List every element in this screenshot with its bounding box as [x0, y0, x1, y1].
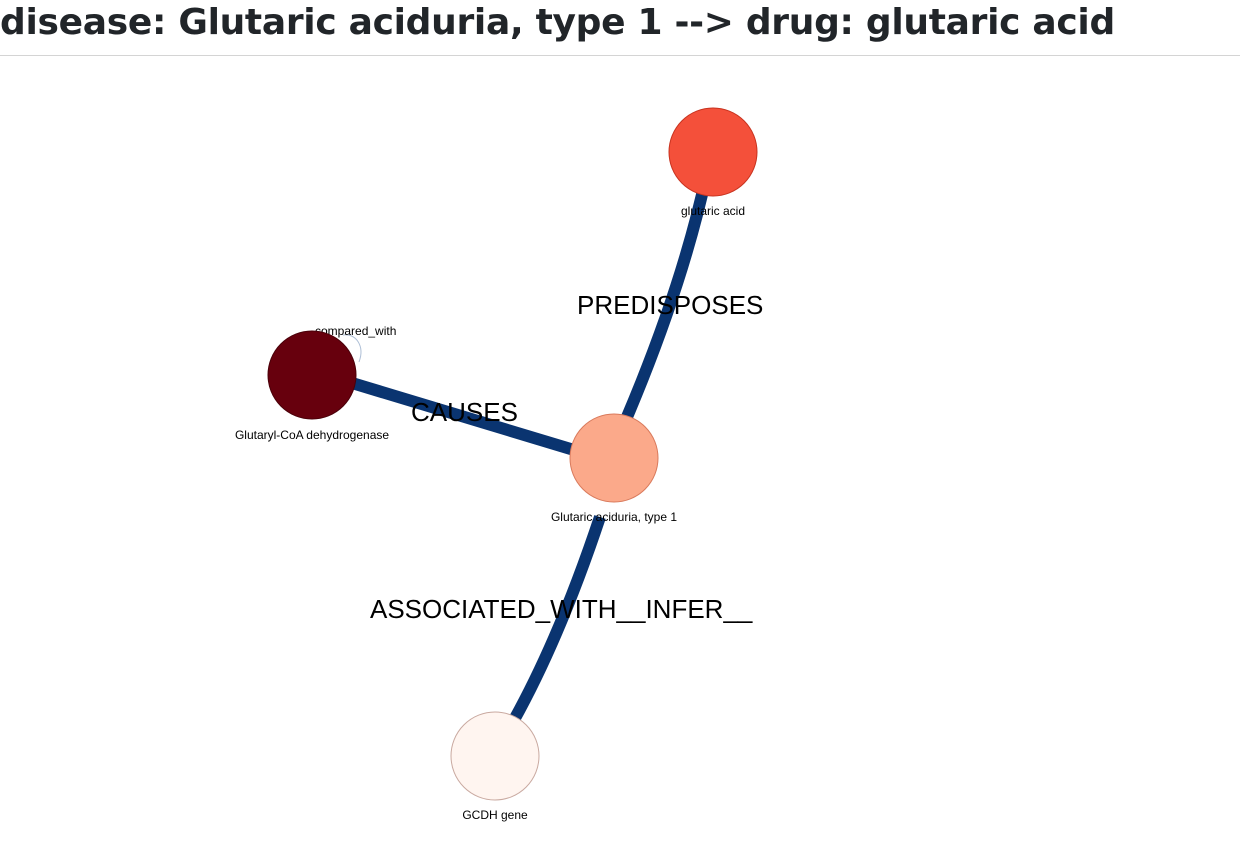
- edge-labels: PREDISPOSES CAUSES ASSOCIATED_WITH__INFE…: [315, 290, 763, 624]
- node-glutaryl-coa-dehydrogenase-circle[interactable]: [267, 330, 357, 420]
- node-glutaric-acid-circle[interactable]: [668, 107, 758, 197]
- edge-predisposes[interactable]: [621, 175, 712, 420]
- node-gcdh-gene-circle[interactable]: [450, 711, 540, 801]
- node-glutaryl-coa-dehydrogenase-label: Glutaryl-CoA dehydrogenase: [235, 428, 389, 442]
- edge-label-associated-with-infer: ASSOCIATED_WITH__INFER__: [370, 594, 753, 624]
- edge-associated-with-infer[interactable]: [508, 515, 606, 723]
- node-glutaric-aciduria-type-1-circle[interactable]: [569, 413, 659, 503]
- node-glutaric-aciduria-type-1-label: Glutaric aciduria, type 1: [551, 510, 677, 524]
- edge-label-causes: CAUSES: [411, 397, 518, 427]
- node-glutaryl-coa-dehydrogenase[interactable]: Glutaryl-CoA dehydrogenase: [235, 330, 389, 442]
- edge-causes[interactable]: [350, 377, 576, 456]
- node-glutaric-acid[interactable]: glutaric acid: [668, 107, 758, 218]
- edge-label-predisposes: PREDISPOSES: [577, 290, 763, 320]
- page-header: disease: Glutaric aciduria, type 1 --> d…: [0, 0, 1240, 56]
- node-gcdh-gene[interactable]: GCDH gene: [450, 711, 540, 822]
- edge-label-compared-with: compared_with: [315, 324, 396, 338]
- node-glutaric-acid-label: glutaric acid: [681, 204, 745, 218]
- network-graph[interactable]: PREDISPOSES CAUSES ASSOCIATED_WITH__INFE…: [0, 57, 1240, 843]
- nodes: glutaric acid Glutaryl-CoA dehydrogenase…: [235, 107, 758, 822]
- node-gcdh-gene-label: GCDH gene: [462, 808, 528, 822]
- node-glutaric-aciduria-type-1[interactable]: Glutaric aciduria, type 1: [551, 413, 677, 524]
- page-title: disease: Glutaric aciduria, type 1 --> d…: [0, 2, 1115, 43]
- edges: [342, 175, 712, 723]
- edge-compared-with[interactable]: [342, 334, 362, 363]
